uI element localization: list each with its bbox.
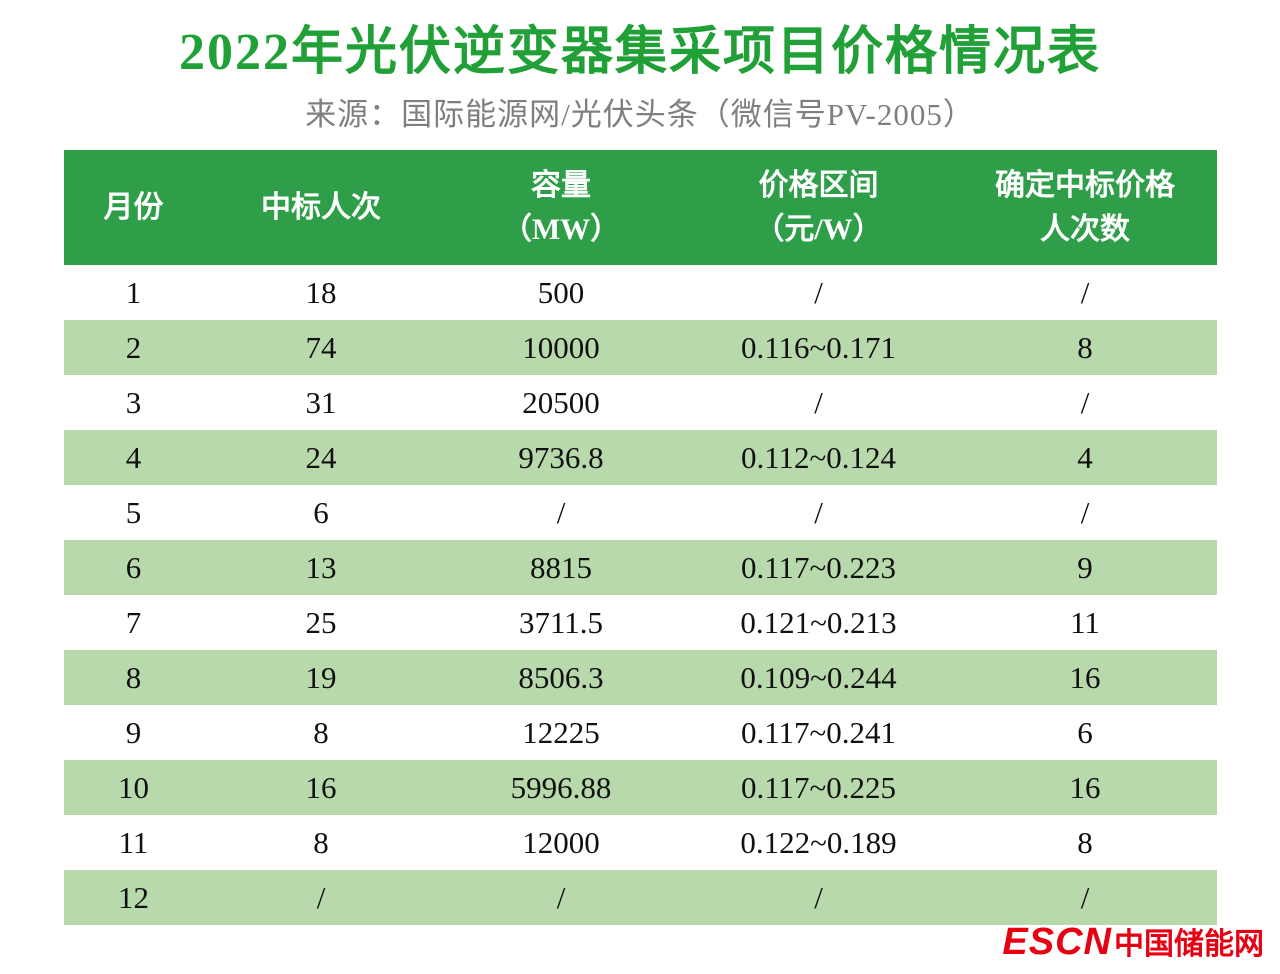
col-header-winning-bids: 中标人次 xyxy=(203,150,439,266)
col-header-capacity: 容量 （MW） xyxy=(438,150,684,266)
table-cell: 1 xyxy=(125,274,142,310)
table-cell: 9 xyxy=(125,714,142,750)
escn-site-name: 中国储能网 xyxy=(1114,928,1264,961)
col-header-price-range: 价格区间 （元/W） xyxy=(683,150,954,266)
table-cell: 9736.8 xyxy=(518,439,604,475)
table-cell: 11 xyxy=(1070,604,1100,640)
page-title: 2022年光伏逆变器集采项目价格情况表 xyxy=(178,24,1101,81)
table-cell: 6 xyxy=(125,549,142,585)
table-cell: 2 xyxy=(125,329,142,365)
col-header-line: 中标人次 xyxy=(261,190,381,224)
table-row: 7 25 3711.5 0.121~0.213 11 xyxy=(63,595,1217,651)
table-row: 4 24 9736.8 0.112~0.124 4 xyxy=(63,430,1217,486)
table-cell: 19 xyxy=(305,659,337,695)
table-cell: / xyxy=(556,879,566,915)
table-cell: 8 xyxy=(313,824,329,860)
table-row: 2 74 10000 0.116~0.171 8 xyxy=(63,320,1217,376)
source-line: 来源：国际能源网/光伏头条（微信号PV-2005） xyxy=(305,97,975,133)
col-header-line: 价格区间 xyxy=(758,169,879,203)
table-cell: / xyxy=(814,384,823,420)
table-cell: 3 xyxy=(125,384,142,420)
table-cell: 16 xyxy=(305,769,337,805)
table-cell: 12 xyxy=(118,879,149,915)
table-row: 9 8 12225 0.117~0.241 6 xyxy=(63,705,1217,761)
table-cell: / xyxy=(814,879,823,915)
table-cell: / xyxy=(316,879,326,915)
table-cell: 16 xyxy=(1069,659,1101,695)
table-cell: 0.109~0.244 xyxy=(740,659,897,695)
table-cell: 8815 xyxy=(530,549,592,585)
table-cell: 74 xyxy=(305,329,337,365)
col-header-line: 人次数 xyxy=(1040,212,1130,246)
table-cell: 6 xyxy=(1077,714,1093,750)
table-cell: 6 xyxy=(313,494,329,530)
table-cell: 5996.88 xyxy=(510,769,612,805)
table-cell: 10000 xyxy=(522,329,600,365)
table-cell: 0.117~0.223 xyxy=(740,549,897,585)
table-row: 10 16 5996.88 0.117~0.225 16 xyxy=(63,760,1217,816)
table-row: 5 6 / / / xyxy=(63,485,1217,541)
table-cell: 500 xyxy=(537,274,585,310)
escn-logo-text: ESCN xyxy=(1002,921,1112,963)
table-cell: 16 xyxy=(1069,769,1101,805)
table-cell: 31 xyxy=(305,384,337,420)
table-cell: 8 xyxy=(1077,824,1093,860)
table-cell: 20500 xyxy=(522,384,600,420)
table-cell: 18 xyxy=(305,274,337,310)
table-cell: 12225 xyxy=(522,714,600,750)
col-header-month: 月份 xyxy=(63,150,204,266)
col-header-line: 容量 xyxy=(531,169,591,203)
table-row: 11 8 12000 0.122~0.189 8 xyxy=(63,815,1217,871)
col-header-line: （元/W） xyxy=(754,212,883,246)
table-cell: 4 xyxy=(125,439,142,475)
table-cell: 0.116~0.171 xyxy=(740,329,897,365)
table-cell: 11 xyxy=(118,824,149,860)
table-row: 12 / / / / xyxy=(63,870,1217,926)
col-header-line: 月份 xyxy=(103,190,164,224)
table-cell: 10 xyxy=(118,769,149,805)
table-cell: 0.112~0.124 xyxy=(740,439,897,475)
table-row: 1 18 500 / / xyxy=(63,265,1217,321)
table-cell: / xyxy=(1080,494,1090,530)
table-cell: 0.121~0.213 xyxy=(740,604,897,640)
table-cell: 25 xyxy=(305,604,337,640)
table-cell: / xyxy=(814,494,823,530)
table-row: 6 13 8815 0.117~0.223 9 xyxy=(63,540,1217,596)
table-cell: 0.117~0.225 xyxy=(740,769,897,805)
col-header-line: 确定中标价格 xyxy=(995,169,1175,203)
table-cell: 8506.3 xyxy=(518,659,604,695)
table-cell: 8 xyxy=(1077,329,1093,365)
table-cell: 4 xyxy=(1077,439,1093,475)
table-body: 1 18 500//2 74 10000 0.116~0.171 8 3 31 20500//4 2… xyxy=(63,265,1217,926)
table-cell: / xyxy=(1080,879,1090,915)
table-cell: 3711.5 xyxy=(518,604,604,640)
table-header-row: 月份 中标人次 容量 （MW） 价格区间 （元/W） 确定中标价格 人次数 xyxy=(63,150,1217,266)
table-cell: 7 xyxy=(125,604,142,640)
table-cell: 0.122~0.189 xyxy=(740,824,897,860)
table-cell: 24 xyxy=(305,439,337,475)
table-cell: / xyxy=(1080,274,1090,310)
col-header-line: （MW） xyxy=(501,212,621,246)
table-cell: 8 xyxy=(313,714,329,750)
escn-logo: ESCN中国储能网 xyxy=(1002,919,1264,964)
table-cell: 5 xyxy=(125,494,142,530)
table-row: 8 19 8506.3 0.109~0.244 16 xyxy=(63,650,1217,706)
table-cell: 12000 xyxy=(522,824,600,860)
table-cell: 13 xyxy=(305,549,337,585)
table-cell: 9 xyxy=(1077,549,1093,585)
col-header-confirmed-count: 确定中标价格 人次数 xyxy=(953,150,1217,266)
table-cell: 0.117~0.241 xyxy=(740,714,897,750)
table-cell: 8 xyxy=(125,659,142,695)
table-row: 3 31 20500 / / xyxy=(63,375,1217,431)
table-cell: / xyxy=(1080,384,1090,420)
table-cell: / xyxy=(556,494,566,530)
table-cell: / xyxy=(814,274,823,310)
